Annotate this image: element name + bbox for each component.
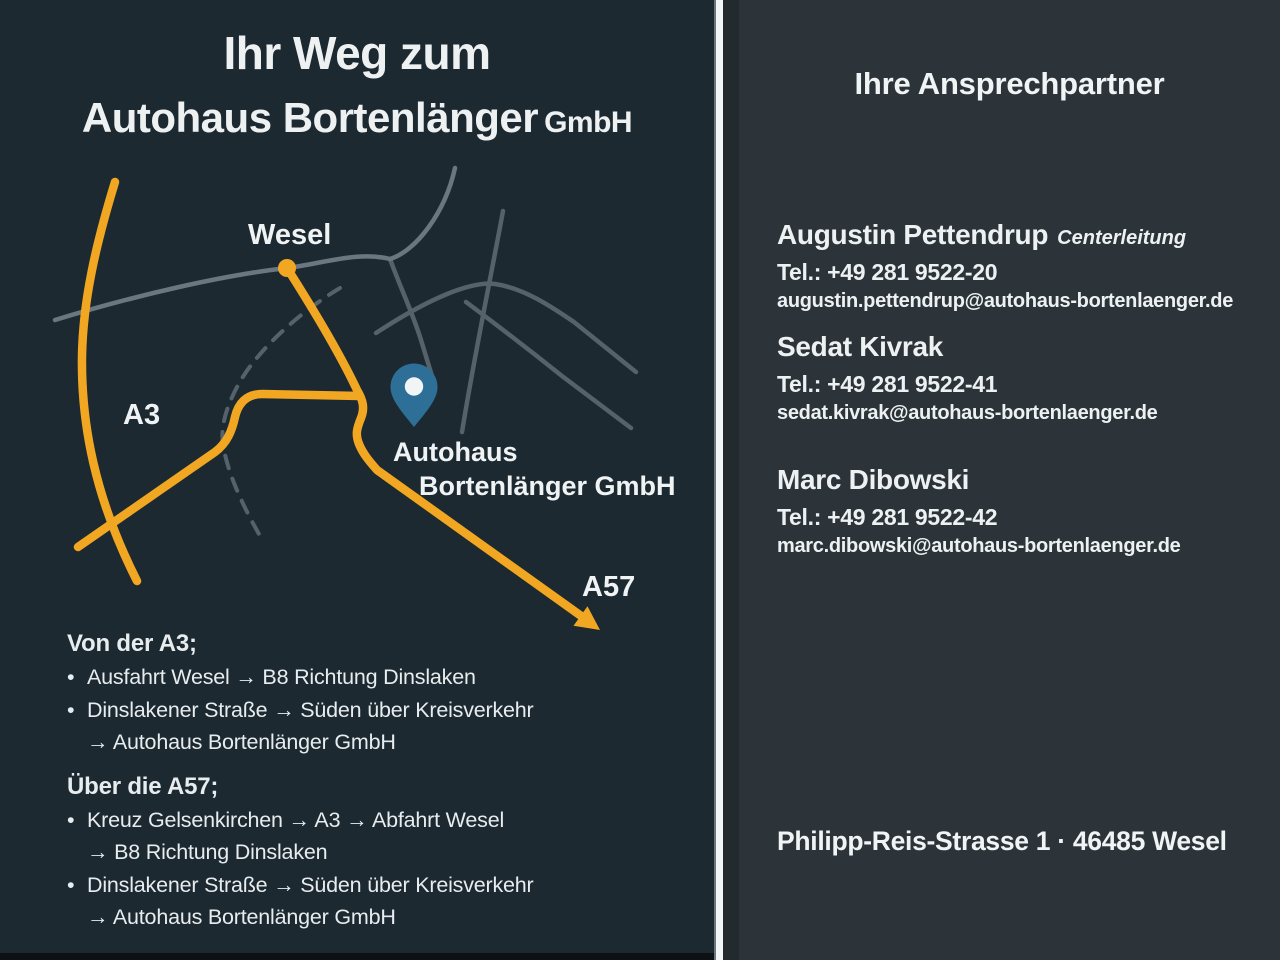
contact-card: Sedat Kivrak Tel.: +49 281 9522-41 sedat… (777, 330, 1158, 427)
route-a3 (77, 177, 142, 586)
contact-card: Augustin Pettendrup Centerleitung Tel.: +… (777, 218, 1233, 315)
directions-heading-a3: Von der A3; (67, 630, 197, 657)
road-diagonal-lower (463, 299, 634, 431)
directions-heading-a57: Über die A57; (67, 772, 219, 800)
title-line1: Ihr Weg zum (223, 27, 491, 79)
route-main-a57 (282, 263, 589, 623)
direction-step: → Autohaus Bortenlänger GmbH (87, 905, 396, 929)
directions-text: Von der A3; • Ausfahrt Wesel → B8 Richtun… (67, 629, 697, 934)
contact-phone: Tel.: +49 281 9522-20 (777, 259, 998, 285)
road-s-curve (373, 281, 639, 375)
bottom-edge-strip (0, 953, 714, 960)
contact-email: augustin.pettendrup@autohaus-bortenlaeng… (777, 290, 1234, 312)
road-diagonal-long (459, 208, 506, 435)
location-pin-dot (404, 377, 424, 396)
contacts-heading: Ihre Ansprechpartner (854, 66, 1165, 101)
page-title: Ihr Weg zum Autohaus Bortenlänger GmbH (0, 26, 714, 142)
title-company: Autohaus Bortenlänger (81, 94, 539, 141)
a57-arrowhead (573, 606, 600, 630)
direction-step: • Ausfahrt Wesel → B8 Richtung Dinslaken (67, 665, 476, 689)
map-label-a3: A3 (123, 399, 161, 431)
gray-roads (373, 208, 639, 435)
road-branch-south (387, 256, 435, 379)
direction-step: • Dinslakener Straße → Süden über Kreisve… (67, 697, 534, 722)
direction-step: → Autohaus Bortenlänger GmbH (87, 730, 396, 754)
contact-phone: Tel.: +49 281 9522-41 (777, 371, 998, 397)
contact-email: marc.dibowski@autohaus-bortenlaenger.de (777, 535, 1181, 557)
panel-divider (714, 0, 723, 960)
road-dashed (220, 286, 342, 543)
direction-step: → B8 Richtung Dinslaken (87, 840, 328, 864)
directions-panel: Ihr Weg zum Autohaus Bortenlänger GmbH (0, 26, 714, 960)
gray-roads-bright (52, 165, 458, 323)
direction-step: • Dinslakener Straße → Süden über Kreisve… (67, 872, 534, 897)
map-label-a57: A57 (582, 571, 636, 603)
map-label-wesel: Wesel (248, 219, 332, 251)
title-company-suffix: GmbH (544, 106, 633, 139)
route-map (52, 165, 639, 630)
route-roads (73, 177, 589, 623)
map-label-destination-1: Autohaus (393, 437, 518, 467)
contacts-panel: Ihre Ansprechpartner Augustin Pettendrup… (739, 0, 1280, 960)
route-branch-west (73, 389, 365, 552)
contact-name: Sedat Kivrak (777, 331, 944, 362)
contact-phone: Tel.: +49 281 9522-42 (777, 504, 998, 530)
company-address: Philipp-Reis-Strasse 1 · 46485 Wesel (777, 826, 1227, 856)
contact-role: Centerleitung (1057, 227, 1187, 249)
panel-divider-gap (723, 0, 739, 960)
title-line2: Autohaus Bortenlänger GmbH (0, 94, 714, 142)
direction-step: • Kreuz Gelsenkirchen → A3 → Abfahrt Wese… (67, 807, 505, 832)
contact-email: sedat.kivrak@autohaus-bortenlaenger.de (777, 402, 1158, 424)
wesel-junction-dot (278, 259, 296, 277)
map-label-destination-2: Bortenlänger GmbH (419, 471, 676, 501)
road-through-wesel (52, 254, 393, 323)
contact-name: Marc Dibowski (777, 464, 970, 495)
contact-card: Marc Dibowski Tel.: +49 281 9522-42 marc… (777, 463, 1181, 560)
road-top-curve (387, 165, 458, 262)
contact-name: Augustin Pettendrup Centerleitung (777, 219, 1187, 250)
